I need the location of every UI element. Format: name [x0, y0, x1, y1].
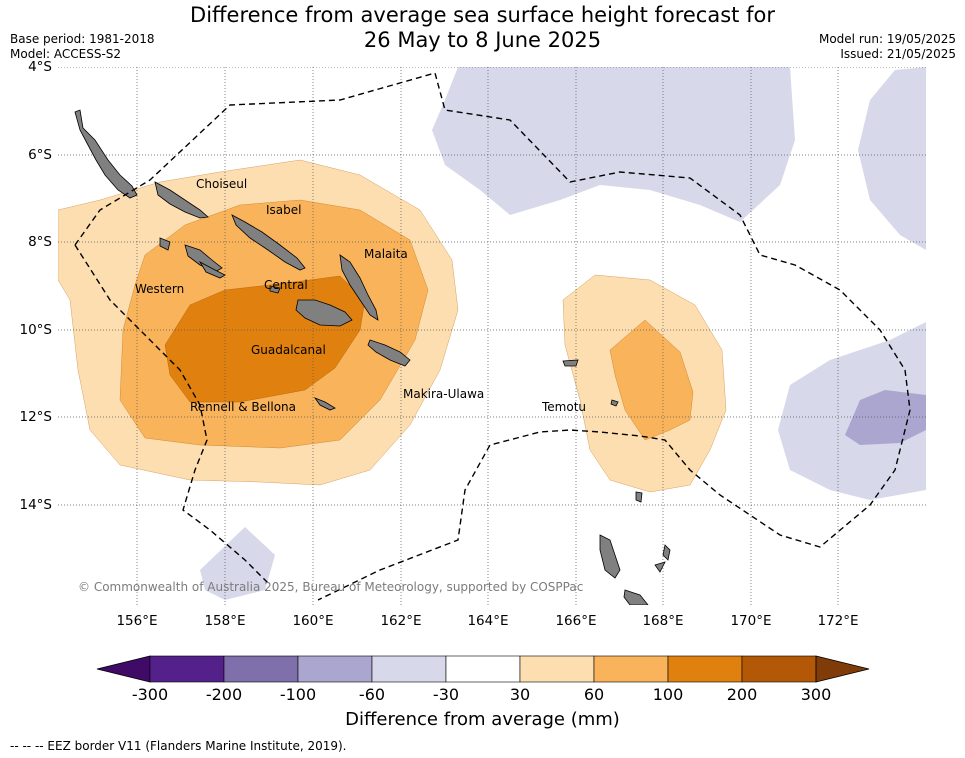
island-vanuatu-central: [623, 589, 649, 605]
chart-title: Difference from average sea surface heig…: [0, 3, 965, 53]
island-vella: [159, 237, 171, 251]
island-rennell: [313, 397, 336, 411]
lon-label-156e: 156°E: [116, 613, 158, 629]
place-label-western: Western: [135, 282, 185, 296]
island-isabel: [231, 214, 306, 271]
lat-label-4s: 4°S: [28, 59, 52, 75]
colorbar-bin-9: [741, 655, 817, 683]
island-central: [269, 285, 281, 294]
colorbar-extend-high: [815, 655, 870, 683]
colorbar-tick-200: 200: [726, 685, 758, 704]
place-label-temotu: Temotu: [542, 400, 587, 414]
place-label-makira-ulawa: Makira-Ulawa: [403, 387, 485, 401]
map-gridlines: [58, 67, 926, 605]
island-santa-cruz: [562, 359, 579, 367]
place-label-guadalcanal: Guadalcanal: [251, 343, 326, 357]
colorbar-bin-6: [519, 655, 595, 683]
colorbar-bin-2: [223, 655, 299, 683]
islands: [74, 109, 671, 605]
lon-label-162e: 162°E: [380, 613, 422, 629]
negative-anomaly-region-southeast: [778, 322, 926, 500]
island-choiseul: [154, 181, 209, 219]
lon-label-170e: 170°E: [730, 613, 772, 629]
issued-text: Issued: 21/05/2025: [840, 47, 956, 61]
island-bougainville: [74, 109, 138, 199]
place-label-malaita: Malaita: [364, 247, 408, 261]
lon-label-172e: 172°E: [817, 613, 859, 629]
colorbar-bin-5: [445, 655, 521, 683]
colorbar-tick-neg30: -30: [432, 685, 460, 704]
island-vanuatu-east: [654, 561, 666, 573]
colorbar-bin-4: [371, 655, 447, 683]
negative-anomaly-region-south: [200, 527, 275, 600]
colorbar-tick-300: 300: [800, 685, 832, 704]
colorbar-extend-low: [96, 655, 151, 683]
lat-label-10s: 10°S: [19, 322, 53, 338]
base-period-text: Base period: 1981-2018: [10, 32, 155, 46]
lat-label-8s: 8°S: [28, 234, 52, 250]
colorbar-bin-7: [593, 655, 669, 683]
eez-border-solomon: [74, 72, 911, 601]
island-torres: [635, 491, 643, 503]
colorbar-bin-3: [297, 655, 373, 683]
title-line-2: 26 May to 8 June 2025: [363, 28, 602, 52]
temotu-anomaly-60-100: [609, 319, 694, 441]
colorbar-tick-30: 30: [509, 685, 531, 704]
lat-label-12s: 12°S: [19, 409, 53, 425]
colorbar-bin-8: [667, 655, 743, 683]
lon-label-168e: 168°E: [642, 613, 684, 629]
colorbar-bin-1: [149, 655, 225, 683]
colorbar: [96, 655, 870, 683]
colorbar-title: Difference from average (mm): [345, 709, 620, 730]
lon-label-164e: 164°E: [467, 613, 509, 629]
title-line-1: Difference from average sea surface heig…: [190, 3, 775, 27]
island-western-group: [198, 260, 226, 279]
place-label-choiseul: Choiseul: [196, 177, 248, 191]
model-name-text: Model: ACCESS-S2: [10, 47, 122, 61]
lon-label-160e: 160°E: [292, 613, 334, 629]
island-vanikoro: [610, 399, 619, 407]
map-plot: [58, 67, 926, 605]
colorbar-tick-neg60: -60: [358, 685, 386, 704]
island-vanuatu-north: [599, 534, 621, 579]
place-label-central: Central: [264, 278, 308, 292]
island-makira: [367, 339, 411, 367]
lon-label-158e: 158°E: [204, 613, 246, 629]
negative-anomaly-region-north: [432, 67, 795, 222]
lat-label-14s: 14°S: [19, 497, 53, 513]
place-label-rennell-bellona: Rennell & Bellona: [190, 400, 297, 414]
eez-border-west: [74, 244, 271, 586]
copyright-notice: © Commonwealth of Australia 2025, Bureau…: [78, 580, 584, 594]
colorbar-tick-100: 100: [652, 685, 684, 704]
lon-label-166e: 166°E: [555, 613, 597, 629]
run-info: Model run: 19/05/2025 Issued: 21/05/2025: [819, 32, 956, 62]
lat-label-6s: 6°S: [28, 147, 52, 163]
eez-legend-note: -- -- -- EEZ border V11 (Flanders Marine…: [10, 739, 347, 753]
island-guadalcanal: [295, 299, 353, 327]
model-info: Base period: 1981-2018 Model: ACCESS-S2: [10, 32, 155, 62]
colorbar-tick-neg200: -200: [205, 685, 243, 704]
colorbar-tick-neg300: -300: [131, 685, 169, 704]
place-label-isabel: Isabel: [266, 203, 302, 217]
island-vanuatu-small: [662, 544, 671, 561]
colorbar-tick-neg100: -100: [279, 685, 317, 704]
strong-negative-anomaly-region: [845, 390, 926, 445]
island-malaita: [339, 254, 379, 321]
colorbar-tick-60: 60: [583, 685, 605, 704]
negative-anomaly-region-east: [858, 67, 926, 250]
island-new-georgia: [184, 244, 223, 273]
model-run-text: Model run: 19/05/2025: [818, 32, 956, 46]
